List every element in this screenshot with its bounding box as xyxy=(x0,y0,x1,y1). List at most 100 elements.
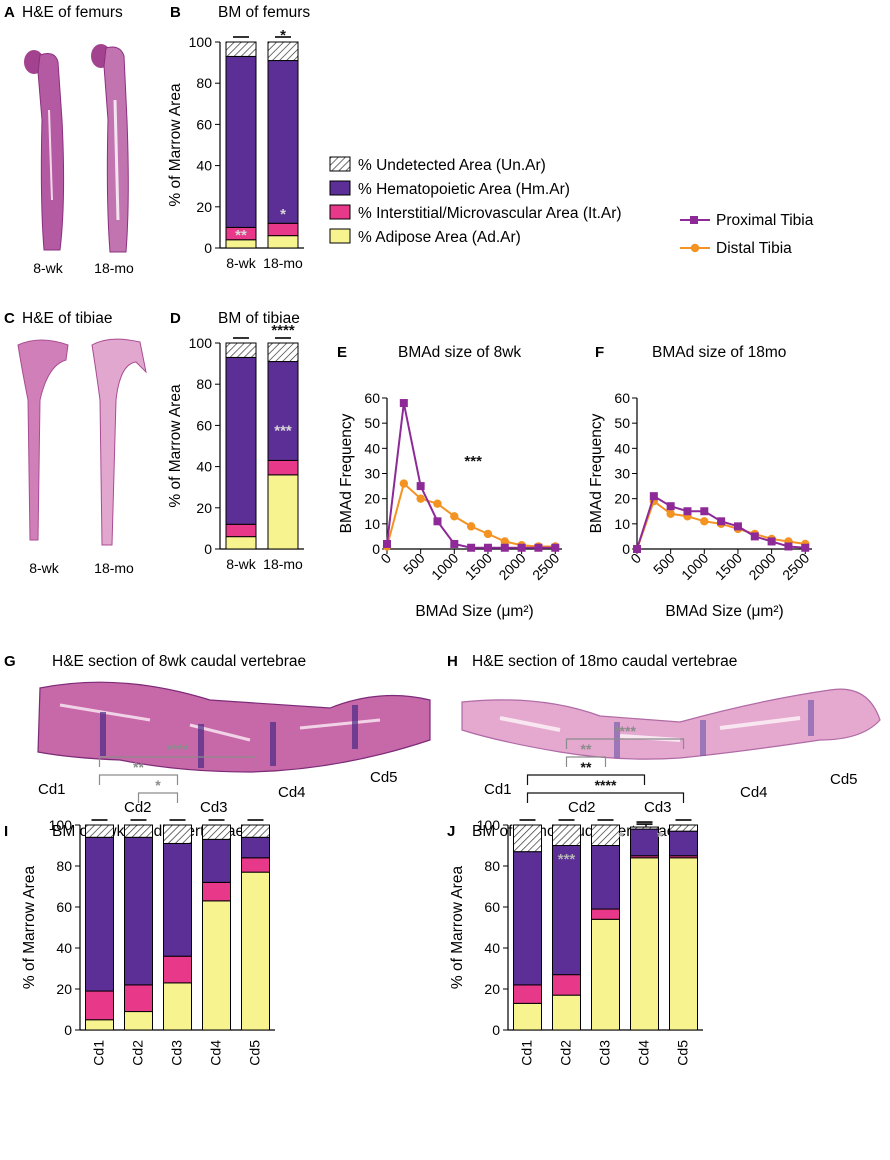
i-bar-interstitial xyxy=(124,984,153,1013)
i-ytick-label: 40 xyxy=(56,940,72,956)
f-ytick-label: 20 xyxy=(614,491,630,507)
j-category-label: Cd2 xyxy=(558,1040,574,1066)
d-bar-interstitial xyxy=(225,523,257,538)
d-y-label: % of Marrow Area xyxy=(167,384,184,508)
e-ytick-label: 10 xyxy=(364,516,380,532)
b-y-label: % of Marrow Area xyxy=(167,83,184,207)
legend-swatch-undetected xyxy=(329,156,351,172)
vertebra-8wk-cd4: Cd4 xyxy=(278,784,306,801)
f-point-proximal xyxy=(666,502,675,511)
legend-swatch-adipose xyxy=(329,228,351,244)
f-point-distal xyxy=(700,517,709,526)
b-significance: * xyxy=(280,206,286,223)
tibia-8wk-image xyxy=(17,339,69,541)
e-xtick-label: 2500 xyxy=(529,550,562,583)
i-bar-interstitial xyxy=(85,990,114,1021)
vertebra-8wk-cd3: Cd3 xyxy=(200,799,228,816)
panel-e: E BMAd size of 8wk 0 10 20 30 40 50 60 0 500 1000… xyxy=(337,344,563,620)
e-point-distal xyxy=(433,499,442,508)
i-bar-undetected xyxy=(202,824,231,840)
i-ytick-label: 60 xyxy=(56,899,72,915)
d-ytick-label: 40 xyxy=(196,459,212,475)
j-bar-hematopoietic xyxy=(669,830,698,857)
f-point-proximal xyxy=(801,543,810,552)
legend-label-distal: Distal Tibia xyxy=(716,240,792,257)
i-ytick-label: 100 xyxy=(49,817,73,833)
j-category-label: Cd1 xyxy=(519,1040,535,1066)
j-significance: *** xyxy=(558,851,576,868)
e-point-distal xyxy=(466,522,476,531)
j-bar-hematopoietic xyxy=(591,845,620,910)
j-category-label: Cd5 xyxy=(675,1040,691,1066)
f-xtick-label: 2000 xyxy=(745,550,778,583)
vertebra-18mo-cd3: Cd3 xyxy=(644,799,672,816)
b-bar-hematopoietic xyxy=(267,60,299,224)
f-point-proximal xyxy=(717,517,726,526)
femur-label-8wk: 8-wk xyxy=(33,260,64,276)
i-bar-hematopoietic xyxy=(202,838,231,883)
femur-label-18mo: 18-mo xyxy=(94,260,134,276)
vertebra-18mo-cd1: Cd1 xyxy=(484,781,512,798)
e-line-distal xyxy=(386,481,556,548)
i-category-label: Cd2 xyxy=(130,1040,146,1066)
e-xtick-label: 1500 xyxy=(462,550,495,583)
i-bar-adipose xyxy=(85,1019,114,1031)
legend-label-undetected: % Undetected Area (Un.Ar) xyxy=(358,157,546,174)
vertebra-18mo-cd5: Cd5 xyxy=(830,771,858,788)
panel-h: H H&E section of 18mo caudal vertebrae C… xyxy=(447,653,881,816)
panel-i: I BM of 8wk caudal vertebrae 02040608010… xyxy=(4,741,275,1066)
e-point-proximal xyxy=(517,543,526,552)
b-ytick-label: 100 xyxy=(189,34,213,50)
i-bar-interstitial xyxy=(241,857,270,873)
i-bar-hematopoietic xyxy=(163,842,192,957)
vertebra-18mo-cd2: Cd2 xyxy=(568,799,596,816)
j-category-label: Cd3 xyxy=(597,1040,613,1066)
panel-letter-f: F xyxy=(595,344,604,361)
e-point-proximal xyxy=(433,517,442,526)
legend-label-hematopoietic: % Hematopoietic Area (Hm.Ar) xyxy=(358,181,570,198)
i-bar-adipose xyxy=(241,871,270,1031)
d-bar-adipose xyxy=(225,536,257,550)
panel-letter-j: J xyxy=(447,823,455,840)
f-point-proximal xyxy=(750,532,759,541)
f-point-proximal xyxy=(733,522,742,531)
vertebra-18mo-cd4: Cd4 xyxy=(740,784,768,801)
femur-8wk-image xyxy=(24,50,65,251)
e-xtick-label: 500 xyxy=(400,550,428,578)
d-bar-undetected xyxy=(267,342,299,363)
i-bar-undetected xyxy=(241,824,270,838)
vertebrae-18mo-image xyxy=(461,688,881,760)
j-bar-undetected xyxy=(591,824,620,846)
vertebra-8wk-cd1: Cd1 xyxy=(38,781,66,798)
j-bar-hematopoietic xyxy=(513,851,542,986)
j-bar-adipose xyxy=(630,857,659,1031)
e-ytick-label: 0 xyxy=(372,541,380,557)
e-point-proximal xyxy=(467,543,476,552)
b-ytick-label: 40 xyxy=(196,158,212,174)
e-point-distal xyxy=(416,494,425,503)
vertebra-8wk-cd5: Cd5 xyxy=(370,769,398,786)
e-ytick-label: 50 xyxy=(364,415,380,431)
e-ytick-label: 30 xyxy=(364,466,380,482)
j-bar-undetected xyxy=(552,824,581,846)
i-bar-adipose xyxy=(124,1011,153,1031)
j-bracket xyxy=(565,756,607,767)
j-ytick-label: 0 xyxy=(492,1022,500,1038)
i-ytick-label: 80 xyxy=(56,858,72,874)
j-significance: * xyxy=(618,828,624,845)
j-bar-undetected xyxy=(513,824,542,853)
femur-18mo-image xyxy=(91,44,129,253)
i-bracket xyxy=(137,792,179,803)
legend-label-adipose: % Adipose Area (Ad.Ar) xyxy=(358,229,521,246)
chart-j: 0 20 40 60 80 100 % of Marrow Area Cd1 Cd2 Cd3 Cd4… xyxy=(449,723,703,1066)
j-bracket xyxy=(526,774,646,785)
chart-d: 0 20 40 60 80 100 % of Marrow Area 8-wk 18-mo ***… xyxy=(167,322,304,572)
e-ytick-label: 40 xyxy=(364,440,380,456)
d-ytick-label: 60 xyxy=(196,417,212,433)
b-significance: * xyxy=(280,27,286,44)
i-bar-adipose xyxy=(202,900,231,1031)
panel-letter-a: A xyxy=(4,4,15,21)
d-bar-undetected xyxy=(225,342,257,358)
